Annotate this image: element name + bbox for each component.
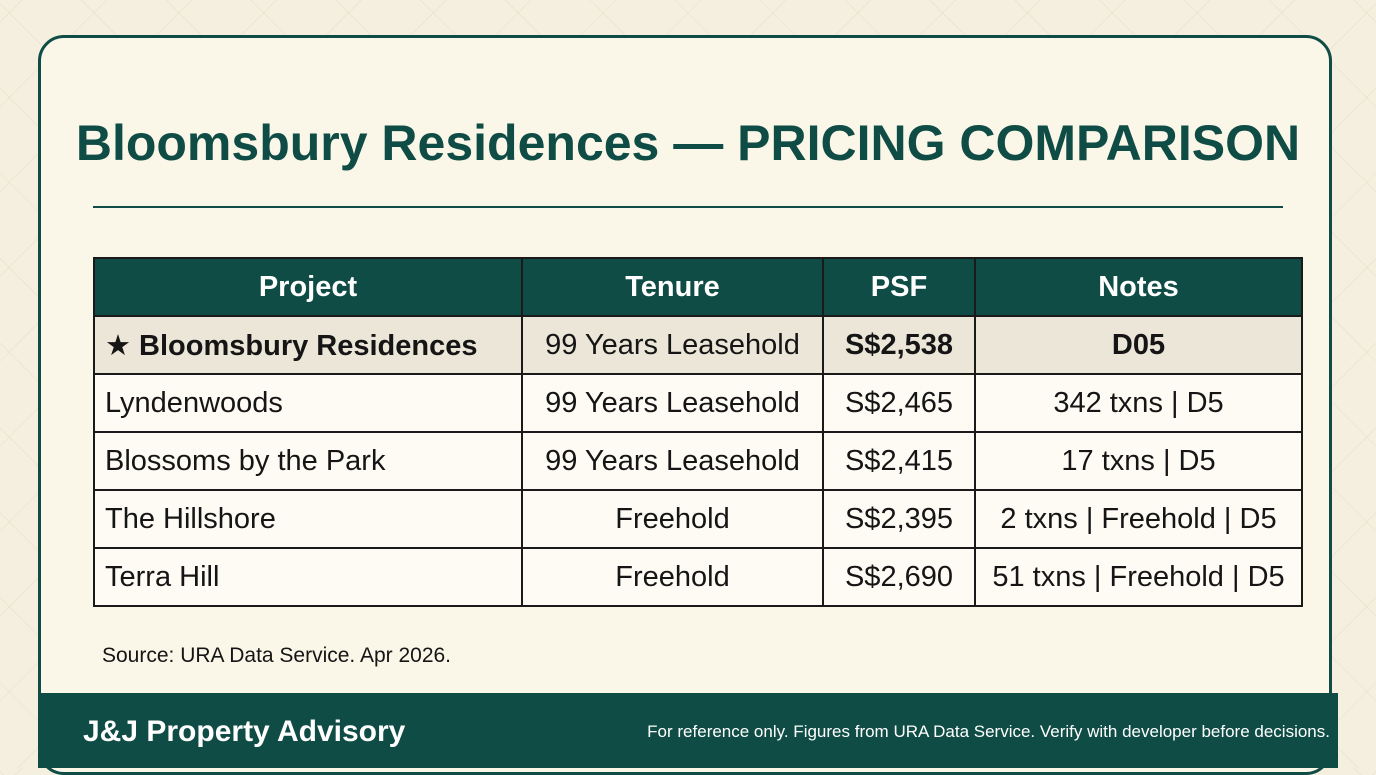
- brand: J&J Property Advisory: [83, 715, 406, 748]
- table-cell: S$2,538: [822, 315, 976, 375]
- table-row: Terra Hill Freehold S$2,690 51 txns | Freeh…: [93, 547, 1303, 607]
- disclaimer: For reference only. Figures from URA Dat…: [647, 722, 1330, 741]
- source-note: Source: URA Data Service. Apr 2026.: [102, 644, 452, 667]
- table-cell: ★ Bloomsbury Residences: [93, 315, 523, 375]
- table-cell: S$2,690: [822, 547, 976, 607]
- table-cell: Lyndenwoods: [93, 373, 523, 433]
- table-cell: 342 txns | D5: [974, 373, 1303, 433]
- column-header: Project: [93, 257, 523, 317]
- pricing-table: Project Tenure PSF Notes ★ Bloomsbury Resid…: [93, 257, 1303, 607]
- table-row: The Hillshore Freehold S$2,395 2 txns | Fre…: [93, 489, 1303, 549]
- table-cell: Terra Hill: [93, 547, 523, 607]
- table-row: ★ Bloomsbury Residences 99 Years Leasehol…: [93, 315, 1303, 375]
- table-cell: D05: [974, 315, 1303, 375]
- table-cell: 51 txns | Freehold | D5: [974, 547, 1303, 607]
- header-row: Project Tenure PSF Notes: [93, 257, 1303, 317]
- table-cell: The Hillshore: [93, 489, 523, 549]
- table-cell: S$2,395: [822, 489, 976, 549]
- footer: J&J Property Advisory For reference only…: [38, 693, 1338, 768]
- table-cell: Freehold: [521, 547, 824, 607]
- table-cell: Blossoms by the Park: [93, 431, 523, 491]
- table-cell: S$2,465: [822, 373, 976, 433]
- table-cell: 99 Years Leasehold: [521, 315, 824, 375]
- table-cell: 2 txns | Freehold | D5: [974, 489, 1303, 549]
- table-row: Lyndenwoods 99 Years Leasehold S$2,465 342 …: [93, 373, 1303, 433]
- column-header: Tenure: [521, 257, 824, 317]
- table-cell: Freehold: [521, 489, 824, 549]
- table-cell: S$2,415: [822, 431, 976, 491]
- column-header: Notes: [974, 257, 1303, 317]
- table-row: Blossoms by the Park 99 Years Leasehold S$…: [93, 431, 1303, 491]
- table-cell: 99 Years Leasehold: [521, 431, 824, 491]
- column-header: PSF: [822, 257, 976, 317]
- table-cell: 17 txns | D5: [974, 431, 1303, 491]
- title: Bloomsbury Residences — PRICING COMPARIS…: [75, 115, 1301, 171]
- divider: [93, 206, 1283, 208]
- table-cell: 99 Years Leasehold: [521, 373, 824, 433]
